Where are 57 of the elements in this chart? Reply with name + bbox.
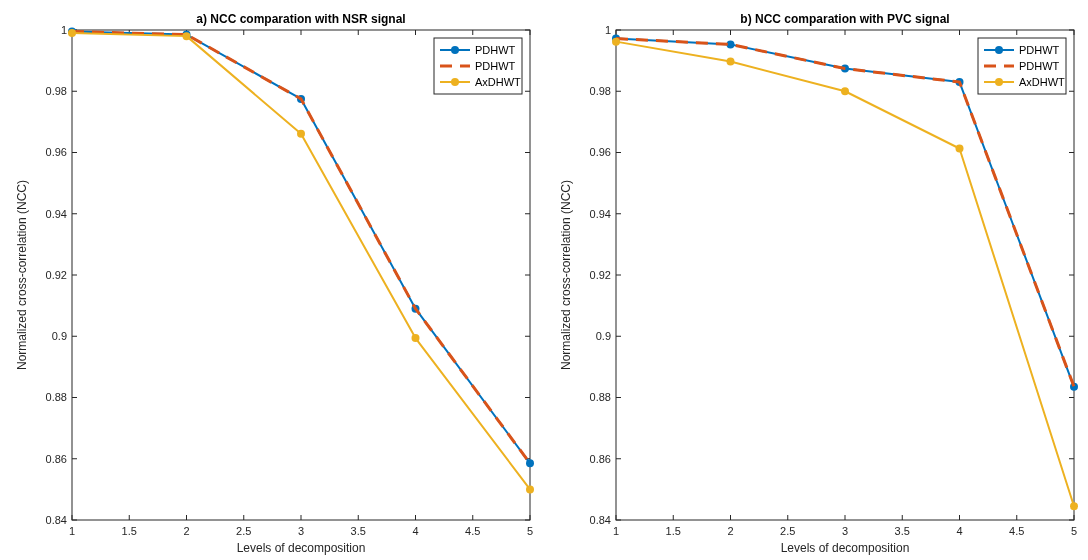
x-tick-label: 1: [68, 525, 76, 537]
x-tick-label: 4: [412, 525, 419, 537]
y-tick-label: 0.88: [589, 391, 611, 404]
y-tick-label: 0.98: [589, 85, 611, 98]
y-tick-label: 0.88: [45, 391, 67, 404]
x-tick-label: 1: [612, 525, 620, 537]
point: [841, 87, 849, 96]
point: [1070, 502, 1078, 511]
y-tick-label: 0.96: [589, 146, 611, 159]
y-tick-label: 0.98: [45, 85, 67, 98]
chart-title: a) NCC comparation with NSR signal: [196, 12, 406, 26]
x-tick-label: 3: [841, 525, 849, 537]
point: [726, 40, 735, 49]
legend-label: AxDHWT: [475, 75, 522, 88]
x-tick-label: 5: [1070, 525, 1078, 537]
y-tick-label: 1: [60, 23, 67, 36]
legend-label: PDHWT: [1019, 43, 1060, 56]
x-tick-label: 2.5: [236, 525, 252, 537]
y-tick-label: 0.9: [51, 330, 67, 343]
x-tick-label: 2.5: [780, 525, 796, 537]
y-tick-label: 0.92: [45, 268, 67, 281]
x-tick-label: 2: [727, 525, 734, 537]
x-tick-label: 1.5: [665, 525, 681, 537]
point: [526, 459, 534, 468]
legend-label: PDHWT: [1019, 59, 1060, 72]
y-tick-label: 0.84: [45, 513, 67, 526]
x-tick-label: 3.5: [894, 525, 910, 537]
point: [297, 129, 305, 138]
y-tick-label: 0.84: [589, 513, 611, 526]
point: [726, 57, 735, 66]
legend-label: PDHWT: [475, 59, 516, 72]
y-tick-label: 0.94: [589, 207, 611, 220]
y-axis-title: Normalized cross-correlation (NCC): [559, 179, 573, 371]
y-tick-label: 1: [604, 23, 611, 36]
y-tick-label: 0.96: [45, 146, 67, 159]
y-axis-title: Normalized cross-correlation (NCC): [15, 179, 29, 371]
y-tick-label: 0.86: [45, 452, 67, 465]
x-tick-label: 4.5: [465, 525, 481, 537]
y-tick-label: 0.9: [595, 330, 611, 343]
x-tick-label: 4.5: [1009, 525, 1025, 537]
point: [526, 485, 534, 494]
x-tick-label: 1.5: [121, 525, 137, 537]
legend-label: PDHWT: [475, 43, 516, 56]
x-axis-title: Levels of decomposition: [780, 541, 910, 555]
x-tick-label: 5: [526, 525, 534, 537]
y-tick-label: 0.94: [45, 207, 67, 220]
legend-label: AxDHWT: [1019, 75, 1066, 88]
x-axis-title: Levels of decomposition: [236, 541, 366, 555]
x-tick-label: 4: [956, 525, 963, 537]
y-tick-label: 0.86: [589, 452, 611, 465]
point: [955, 144, 964, 153]
x-tick-label: 2: [183, 525, 190, 537]
x-tick-label: 3: [297, 525, 305, 537]
point: [411, 334, 420, 343]
y-tick-label: 0.92: [589, 268, 611, 281]
x-tick-label: 3.5: [350, 525, 366, 537]
chart-title: b) NCC comparation with PVC signal: [740, 12, 950, 26]
